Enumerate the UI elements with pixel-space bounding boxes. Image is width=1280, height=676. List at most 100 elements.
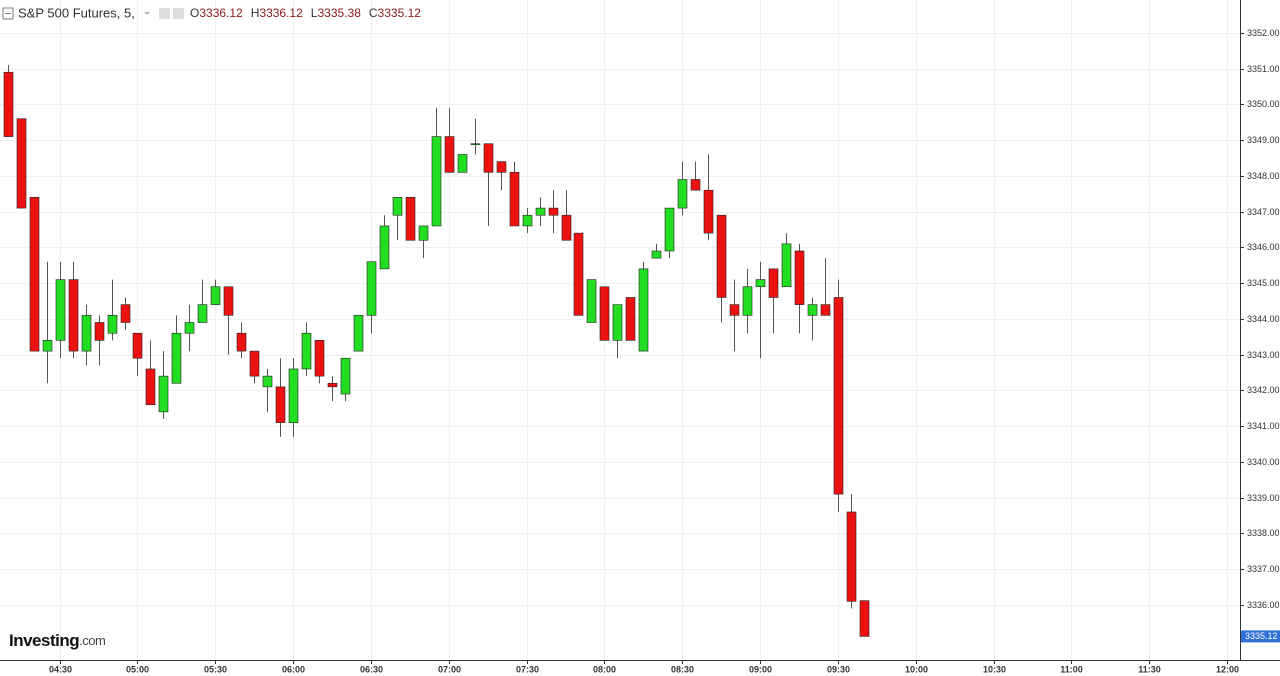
candle-body <box>327 382 338 388</box>
close-icon[interactable] <box>173 8 184 19</box>
x-tick-label: 05:30 <box>204 664 227 674</box>
candle-body <box>314 340 325 377</box>
candle-body <box>638 268 649 352</box>
candle-body <box>561 214 572 241</box>
y-tick-label: 3340.00 <box>1247 457 1280 467</box>
candle-body <box>120 304 131 323</box>
y-tick-label: 3344.00 <box>1247 314 1280 324</box>
candle-body <box>275 386 286 423</box>
candle-body <box>496 161 507 173</box>
candle-body <box>690 179 701 191</box>
candle-body <box>288 368 299 423</box>
candle-body <box>651 250 662 259</box>
ohlc-value: 3335.38 <box>317 6 361 20</box>
candle-body <box>807 304 818 316</box>
candle-body <box>353 315 364 352</box>
candle-body <box>392 197 403 216</box>
candle-body <box>573 232 584 316</box>
logo-suffix: .com <box>79 633 105 648</box>
x-tick-label: 10:30 <box>983 664 1006 674</box>
logo-brand-text: Investing <box>9 631 79 650</box>
candle-body <box>16 118 27 209</box>
ohlc-value: 3336.12 <box>259 6 303 20</box>
candle-body <box>301 332 312 370</box>
candle-body <box>184 322 195 334</box>
candle-body <box>366 261 377 316</box>
ohlc-key: C <box>369 6 378 20</box>
ohlc-item: O3336.12 <box>190 6 243 20</box>
candle-body <box>262 375 273 388</box>
y-tick-label: 3345.00 <box>1247 278 1280 288</box>
y-tick-label: 3342.00 <box>1247 385 1280 395</box>
candle-body <box>405 197 416 241</box>
candle-body <box>664 207 675 252</box>
candle-body <box>703 189 714 234</box>
candle-body <box>145 368 156 406</box>
last-price-label: 3335.12 <box>1245 631 1278 641</box>
axes: 3336.00 3337.00 3338.00 3339.00 3340.00 3341.… <box>49 28 1280 674</box>
ohlc-value: 3335.12 <box>378 6 422 20</box>
y-tick-label: 3346.00 <box>1247 242 1280 252</box>
x-tick-label: 07:30 <box>516 664 539 674</box>
candle-body <box>55 279 66 341</box>
dropdown-icon[interactable] <box>144 12 150 15</box>
x-tick-label: 05:00 <box>126 664 149 674</box>
candle-body <box>716 214 727 298</box>
candle-body <box>729 304 740 316</box>
logo-brand: Investing.com <box>9 631 105 650</box>
candle-body <box>509 172 520 227</box>
candle-body <box>612 304 623 341</box>
candle-body <box>522 214 533 227</box>
candle-body <box>755 279 766 288</box>
candle-body <box>379 225 390 270</box>
ohlc-item: L3335.38 <box>311 6 361 20</box>
candle-body <box>859 600 870 637</box>
candle-body <box>625 297 636 341</box>
x-tick-label: 04:30 <box>49 664 72 674</box>
candle-body <box>3 71 14 137</box>
y-tick-label: 3336.00 <box>1247 600 1280 610</box>
candle-body <box>68 279 79 352</box>
x-tick-label: 09:00 <box>749 664 772 674</box>
candles <box>3 65 870 637</box>
x-tick-label: 09:30 <box>827 664 850 674</box>
y-tick-label: 3341.00 <box>1247 421 1280 431</box>
candle-body <box>742 286 753 316</box>
candle-body <box>132 332 143 359</box>
candle-body <box>29 197 40 352</box>
candle-body <box>236 332 247 352</box>
y-tick-label: 3348.00 <box>1247 171 1280 181</box>
candle-body <box>548 207 559 216</box>
candle-body <box>158 375 169 413</box>
candle-body <box>794 250 805 305</box>
candle-body <box>599 286 610 341</box>
x-tick-label: 11:30 <box>1138 664 1161 674</box>
ohlc-value: 3336.12 <box>199 6 243 20</box>
candle-body <box>42 340 53 352</box>
candle-body <box>223 286 234 316</box>
y-tick-label: 3347.00 <box>1247 207 1280 217</box>
symbol: S&P 500 Futures, 5, <box>18 5 135 20</box>
y-tick-label: 3352.00 <box>1247 28 1280 38</box>
candle-body <box>431 136 442 227</box>
y-tick-label: 3339.00 <box>1247 493 1280 503</box>
x-tick-label: 11:00 <box>1060 664 1083 674</box>
candle-body <box>94 322 105 341</box>
ohlc-item: C3335.12 <box>369 6 421 20</box>
candle-body <box>846 511 857 602</box>
x-tick-label: 07:00 <box>438 664 461 674</box>
candle-body <box>418 225 429 241</box>
x-tick-label: 06:30 <box>360 664 383 674</box>
settings-icon[interactable] <box>159 8 170 19</box>
candle-body <box>483 143 494 173</box>
candle-body <box>470 143 481 146</box>
candle-body <box>457 154 468 173</box>
candle-body <box>444 136 455 173</box>
candle-body <box>197 304 208 323</box>
ohlc-key: H <box>251 6 260 20</box>
x-tick-label: 08:00 <box>593 664 616 674</box>
candle-body <box>210 286 221 305</box>
candle-body <box>586 279 597 323</box>
ohlc-key: L <box>311 6 318 20</box>
